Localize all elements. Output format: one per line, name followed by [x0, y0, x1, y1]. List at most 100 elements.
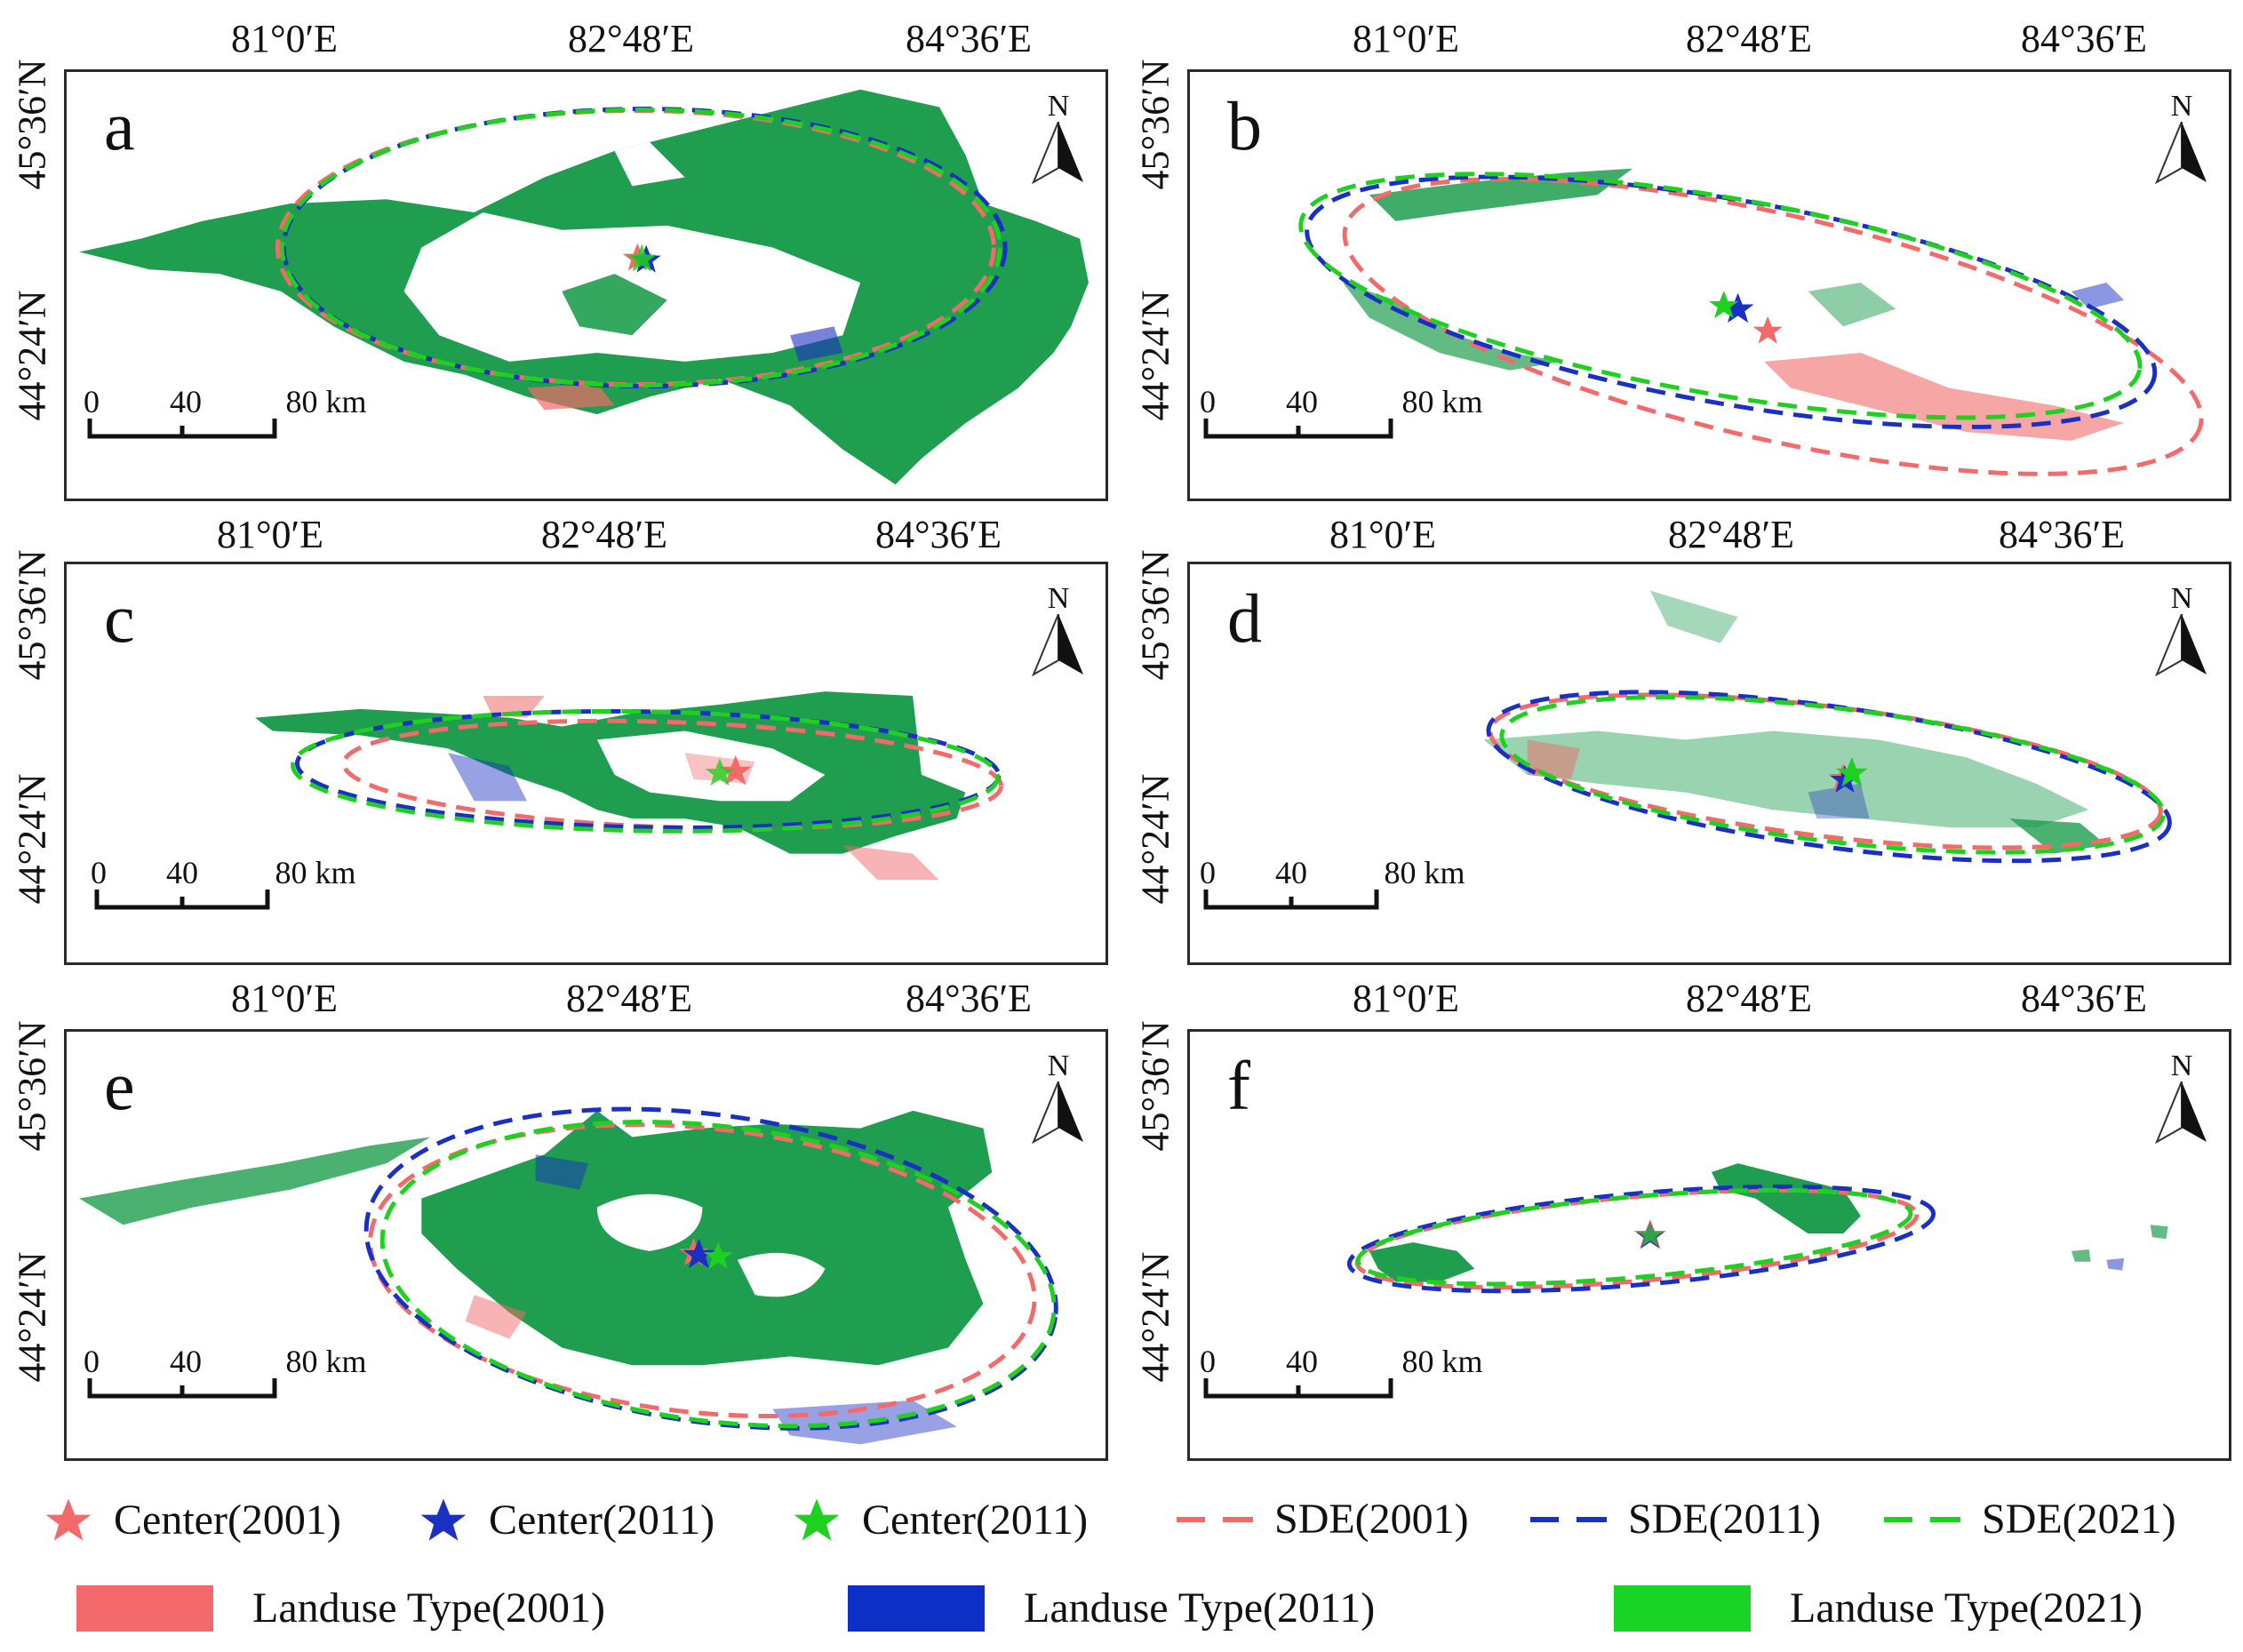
panel-label: f [1227, 1047, 1250, 1124]
sde-2021-f [1355, 1187, 1913, 1287]
lat-label: 45°36′N [10, 549, 54, 681]
north-arrow: N [1026, 582, 1090, 680]
lon-label: 82°48′E [540, 513, 668, 556]
map-frame-e: e N 0 40 80 km [64, 1029, 1108, 1461]
lon-label: 82°48′E [1667, 513, 1795, 556]
lon-label: 81°0′E [1352, 17, 1460, 60]
scale-tick-0: 0 [1200, 384, 1216, 419]
lat-label: 45°36′N [1133, 549, 1177, 681]
panel-label: b [1227, 87, 1262, 164]
lon-label: 82°48′E [565, 977, 693, 1020]
lon-label: 81°0′E [230, 17, 339, 60]
legend-label: Landuse Type(2021) [1790, 1584, 2143, 1632]
scale-bar-graphic [1203, 890, 1379, 910]
north-arrow: N [2150, 582, 2214, 680]
scale-bar-graphic [94, 890, 270, 910]
scale-tick-0: 0 [91, 855, 107, 890]
scale-tick-80: 80 km [1384, 855, 1465, 890]
scale-tick-40: 40 [170, 1344, 202, 1379]
scale-bar-graphic [1203, 419, 1393, 439]
scale-bar: 0 40 80 km [84, 383, 371, 463]
swatch-icon [1614, 1584, 1751, 1632]
sde-2021-e [379, 1120, 1057, 1429]
lat-label: 44°24′N [10, 290, 54, 421]
sde-2001-e [368, 1122, 1037, 1418]
lat-label: 44°24′N [10, 773, 54, 905]
north-label: N [2170, 1049, 2193, 1082]
lat-label: 45°36′N [10, 59, 54, 190]
scale-tick-80: 80 km [1401, 384, 1483, 419]
swatch-icon [848, 1584, 985, 1632]
north-label: N [1047, 1049, 1070, 1082]
north-arrow: N [1026, 1049, 1090, 1147]
lon-label: 82°48′E [1685, 17, 1813, 60]
map-e [79, 1106, 1058, 1445]
scale-tick-80: 80 km [275, 855, 356, 890]
dashed-line-icon [1177, 1516, 1253, 1522]
map-frame-a: a N 0 40 80 km [64, 69, 1108, 501]
panel-label: d [1227, 579, 1262, 657]
scale-bar: 0 40 80 km [91, 854, 378, 934]
legend-label: Center(2011) [489, 1496, 715, 1544]
scale-bar-graphic [87, 419, 277, 439]
lon-label: 84°36′E [905, 977, 1033, 1020]
legend-label: Center(2001) [114, 1496, 341, 1544]
lon-label: 81°0′E [216, 513, 324, 556]
sde-2011-b [1305, 174, 2158, 429]
scale-tick-40: 40 [1286, 384, 1318, 419]
north-label: N [2170, 582, 2193, 615]
map-frame-f: f N 0 40 80 km [1187, 1029, 2231, 1461]
scale-bar: 0 40 80 km [1200, 383, 1487, 463]
scale-bar: 0 40 80 km [84, 1343, 371, 1423]
north-arrow-icon [2155, 122, 2207, 184]
legend-center-2011-blue: Center(2011) [418, 1495, 714, 1544]
panel-label: e [104, 1047, 135, 1124]
lon-label: 81°0′E [1329, 513, 1437, 556]
center-2011-star-e [682, 1238, 715, 1269]
map-f [1346, 1163, 2168, 1294]
legend-center-2011-green: Center(2011) [791, 1495, 1088, 1544]
north-arrow-icon [1032, 614, 1083, 676]
sde-2011-f [1346, 1184, 1936, 1294]
legend-sde-2001: SDE(2001) [1175, 1495, 1469, 1544]
legend-label: Landuse Type(2011) [1024, 1584, 1376, 1632]
star-icon [45, 1498, 92, 1541]
north-label: N [1047, 582, 1070, 615]
north-label: N [2170, 90, 2193, 123]
north-arrow: N [1026, 90, 1090, 188]
north-arrow: N [2150, 1049, 2214, 1147]
center-2021-star-c [705, 758, 735, 786]
legend-landuse-2011: Landuse Type(2011) [848, 1584, 1375, 1632]
legend-label: SDE(2011) [1628, 1496, 1821, 1543]
lat-label: 45°36′N [1133, 59, 1177, 190]
lon-label: 84°36′E [1998, 513, 2126, 556]
map-frame-c: c N 0 40 80 km [64, 562, 1108, 965]
swatch-icon [76, 1584, 213, 1632]
sde-2001-b [1342, 177, 2204, 476]
scale-bar-graphic [87, 1378, 277, 1399]
map-c [254, 691, 1003, 881]
center-2001-star-c [719, 754, 752, 786]
panel-label: c [104, 579, 135, 657]
scale-bar: 0 40 80 km [1200, 1343, 1487, 1423]
center-2021-star-e [703, 1241, 733, 1270]
legend-sde-2011: SDE(2011) [1529, 1495, 1821, 1544]
north-arrow: N [2150, 90, 2214, 188]
center-2001-star-b [1752, 315, 1783, 344]
north-arrow-icon [2155, 1081, 2207, 1144]
scale-tick-0: 0 [84, 384, 100, 419]
lon-label: 82°48′E [567, 17, 695, 60]
scale-bar: 0 40 80 km [1200, 854, 1487, 934]
map-frame-d: d N 0 40 80 km [1187, 562, 2231, 965]
legend-landuse-2001: Landuse Type(2001) [76, 1584, 605, 1632]
scale-tick-80: 80 km [285, 1344, 367, 1379]
scale-tick-80: 80 km [285, 384, 367, 419]
map-b [1298, 168, 2204, 476]
lon-label: 81°0′E [1352, 977, 1460, 1020]
scale-tick-40: 40 [170, 384, 202, 419]
legend-label: Landuse Type(2001) [252, 1584, 605, 1632]
map-d [1483, 590, 2172, 864]
lon-label: 81°0′E [230, 977, 339, 1020]
lon-label: 82°48′E [1685, 977, 1813, 1020]
